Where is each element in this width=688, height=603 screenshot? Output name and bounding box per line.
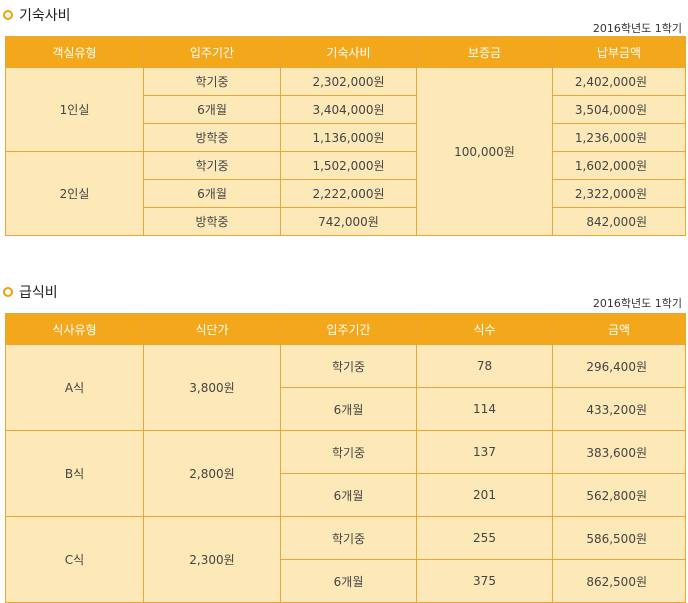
dorm-fee-heading: 기숙사비 [3, 5, 71, 25]
unit-price-cell: 2,800원 [143, 430, 281, 517]
period-cell: 6개월 [280, 473, 417, 517]
column-header: 식단가 [143, 313, 281, 345]
total-cell: 2,402,000원 [552, 67, 686, 96]
table-header-row: 객실유형 입주기간 기숙사비 보증금 납부금액 [5, 36, 686, 68]
table-row: 6개월 375 862,500원 [6, 559, 686, 603]
circle-bullet-icon [3, 10, 13, 20]
column-header: 금액 [552, 313, 686, 345]
amount-cell: 433,200원 [552, 387, 686, 431]
period-cell: 방학중 [143, 123, 281, 152]
column-header: 납부금액 [552, 36, 686, 68]
table-row: 6개월 2,222,000원 2,322,000원 [6, 179, 686, 208]
meal-term-label: 2016학년도 1학기 [592, 297, 682, 310]
period-cell: 학기중 [143, 67, 281, 96]
meal-type-cell: C식 [5, 516, 144, 603]
amount-cell: 862,500원 [552, 559, 686, 603]
fee-cell: 742,000원 [280, 207, 417, 236]
fee-cell: 2,302,000원 [280, 67, 417, 96]
amount-cell: 296,400원 [552, 344, 686, 388]
period-cell: 학기중 [143, 151, 281, 180]
table-row: 방학중 742,000원 842,000원 [6, 207, 686, 236]
fee-cell: 2,222,000원 [280, 179, 417, 208]
column-header: 기숙사비 [280, 36, 417, 68]
table-row: 1인실 학기중 2,302,000원 100,000원 2,402,000원 [5, 67, 686, 236]
table-row: 2인실 학기중 1,502,000원 1,602,000원 [5, 151, 686, 236]
period-cell: 학기중 [280, 344, 417, 388]
table-row: A식 3,800원 학기중 78 296,400원 [5, 344, 686, 431]
column-header: 입주기간 [143, 36, 281, 68]
meal-fee-table: 식사유형 식단가 입주기간 식수 금액 A식 3,800원 학기중 78 296… [5, 313, 686, 603]
count-cell: 201 [416, 473, 553, 517]
total-cell: 1,602,000원 [552, 151, 686, 180]
column-header: 입주기간 [280, 313, 417, 345]
table-row: C식 2,300원 학기중 255 586,500원 [5, 516, 686, 603]
column-header: 객실유형 [5, 36, 144, 68]
total-cell: 842,000원 [552, 207, 686, 236]
period-cell: 학기중 [280, 430, 417, 474]
amount-cell: 586,500원 [552, 516, 686, 560]
period-cell: 6개월 [143, 179, 281, 208]
fee-cell: 1,502,000원 [280, 151, 417, 180]
count-cell: 255 [416, 516, 553, 560]
table-header-row: 식사유형 식단가 입주기간 식수 금액 [5, 313, 686, 345]
amount-cell: 383,600원 [552, 430, 686, 474]
period-cell: 6개월 [280, 387, 417, 431]
room-type-cell: 1인실 [5, 67, 144, 152]
column-header: 식사유형 [5, 313, 144, 345]
table-row: 6개월 114 433,200원 [6, 387, 686, 431]
dorm-fee-title: 기숙사비 [19, 8, 71, 24]
column-header: 식수 [416, 313, 553, 345]
table-row: B식 2,800원 학기중 137 383,600원 [5, 430, 686, 517]
table-row: 6개월 3,404,000원 3,504,000원 [6, 95, 686, 124]
meal-type-cell: A식 [5, 344, 144, 431]
count-cell: 78 [416, 344, 553, 388]
fee-cell: 1,136,000원 [280, 123, 417, 152]
deposit-cell: 100,000원 [416, 67, 553, 236]
count-cell: 137 [416, 430, 553, 474]
table-row: 6개월 201 562,800원 [6, 473, 686, 517]
fee-cell: 3,404,000원 [280, 95, 417, 124]
count-cell: 375 [416, 559, 553, 603]
total-cell: 3,504,000원 [552, 95, 686, 124]
circle-bullet-icon [3, 287, 13, 297]
unit-price-cell: 2,300원 [143, 516, 281, 603]
period-cell: 방학중 [143, 207, 281, 236]
period-cell: 6개월 [143, 95, 281, 124]
unit-price-cell: 3,800원 [143, 344, 281, 431]
amount-cell: 562,800원 [552, 473, 686, 517]
dorm-term-label: 2016학년도 1학기 [592, 22, 682, 35]
table-row: 방학중 1,136,000원 1,236,000원 [6, 123, 686, 152]
meal-type-cell: B식 [5, 430, 144, 517]
column-header: 보증금 [416, 36, 553, 68]
period-cell: 6개월 [280, 559, 417, 603]
total-cell: 2,322,000원 [552, 179, 686, 208]
dorm-fee-table: 객실유형 입주기간 기숙사비 보증금 납부금액 1인실 학기중 2,302,00… [5, 36, 686, 236]
total-cell: 1,236,000원 [552, 123, 686, 152]
count-cell: 114 [416, 387, 553, 431]
meal-fee-title: 급식비 [19, 285, 58, 301]
room-type-cell: 2인실 [5, 151, 144, 236]
period-cell: 학기중 [280, 516, 417, 560]
meal-fee-heading: 급식비 [3, 282, 58, 302]
